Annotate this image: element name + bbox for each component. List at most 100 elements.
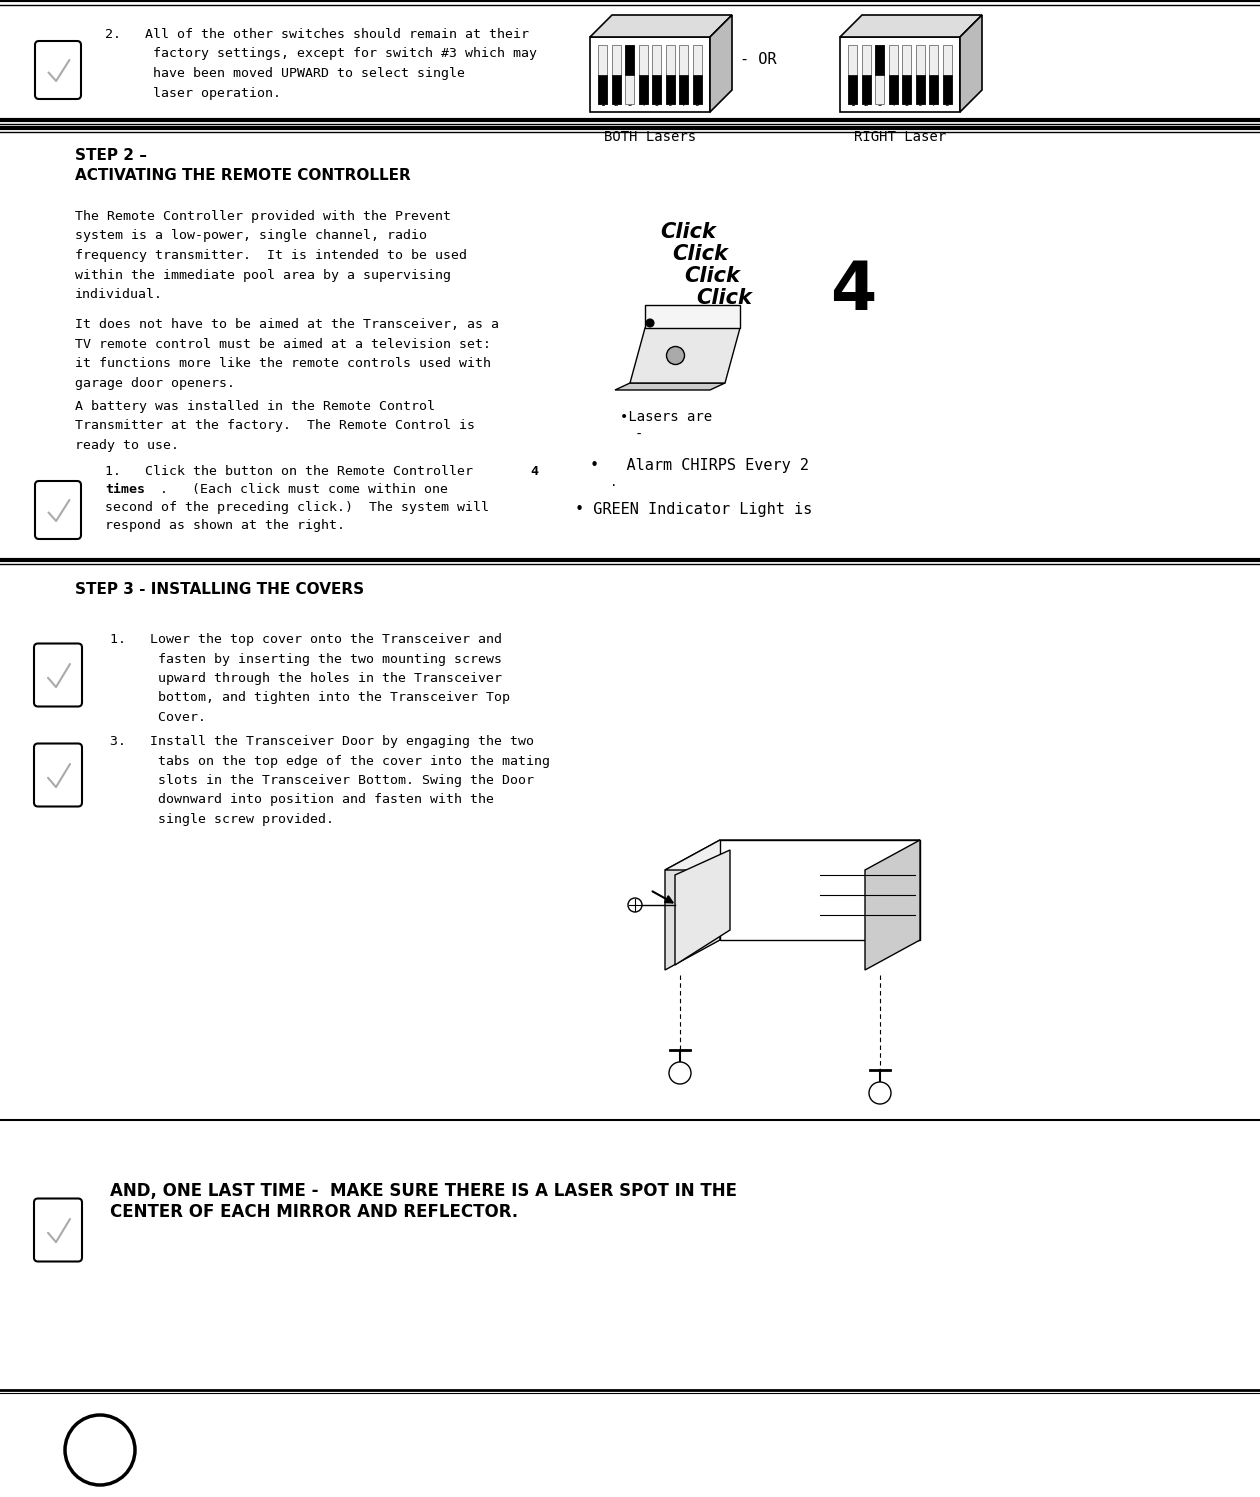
- FancyBboxPatch shape: [34, 1199, 82, 1262]
- Polygon shape: [942, 45, 951, 103]
- Circle shape: [667, 346, 684, 364]
- Polygon shape: [675, 850, 730, 966]
- Polygon shape: [840, 37, 960, 112]
- FancyBboxPatch shape: [35, 481, 81, 539]
- Text: CENTER OF EACH MIRROR AND REFLECTOR.: CENTER OF EACH MIRROR AND REFLECTOR.: [110, 1204, 518, 1222]
- Text: 1: 1: [600, 99, 605, 108]
- Text: A battery was installed in the Remote Control
Transmitter at the factory.  The R: A battery was installed in the Remote Co…: [76, 400, 475, 452]
- Polygon shape: [848, 45, 857, 103]
- Text: 5: 5: [654, 99, 659, 108]
- Text: •Lasers are: •Lasers are: [620, 410, 712, 424]
- Text: 2.   All of the other switches should remain at their
      factory settings, ex: 2. All of the other switches should rema…: [105, 28, 537, 99]
- Polygon shape: [960, 15, 982, 112]
- Polygon shape: [679, 75, 688, 103]
- Polygon shape: [902, 45, 911, 103]
- Text: 3: 3: [627, 99, 633, 108]
- Polygon shape: [598, 75, 607, 103]
- Text: Click: Click: [696, 287, 752, 308]
- Text: BOTH Lasers: BOTH Lasers: [604, 130, 696, 144]
- Circle shape: [669, 1061, 690, 1084]
- Text: Click: Click: [684, 266, 740, 286]
- Text: •   Alarm CHIRPS Every 2: • Alarm CHIRPS Every 2: [590, 458, 809, 473]
- Text: 1.   Click the button on the Remote Controller: 1. Click the button on the Remote Contro…: [105, 466, 481, 478]
- Polygon shape: [653, 75, 662, 103]
- Text: ACTIVATING THE REMOTE CONTROLLER: ACTIVATING THE REMOTE CONTROLLER: [76, 168, 411, 183]
- Polygon shape: [639, 45, 648, 103]
- Polygon shape: [709, 15, 732, 112]
- Polygon shape: [665, 840, 920, 870]
- Polygon shape: [625, 45, 634, 75]
- Polygon shape: [888, 75, 897, 103]
- FancyBboxPatch shape: [35, 40, 81, 99]
- Polygon shape: [848, 75, 857, 103]
- Text: STEP 2 –: STEP 2 –: [76, 148, 147, 163]
- Polygon shape: [615, 383, 724, 391]
- Polygon shape: [916, 45, 925, 103]
- Text: RIGHT Laser: RIGHT Laser: [854, 130, 946, 144]
- Polygon shape: [876, 45, 885, 103]
- Circle shape: [646, 319, 654, 326]
- Polygon shape: [840, 15, 982, 37]
- Text: Click: Click: [660, 222, 716, 243]
- Text: 5: 5: [905, 99, 908, 108]
- Polygon shape: [888, 45, 897, 103]
- Text: .   (Each click must come within one: . (Each click must come within one: [160, 484, 449, 496]
- Text: -: -: [635, 428, 644, 442]
- Text: 7: 7: [931, 99, 936, 108]
- Polygon shape: [625, 45, 634, 103]
- Text: 22: 22: [87, 1440, 113, 1460]
- Polygon shape: [665, 45, 674, 103]
- Text: times: times: [105, 484, 145, 496]
- Text: 8: 8: [945, 99, 950, 108]
- Text: 1.   Lower the top cover onto the Transceiver and
      fasten by inserting the : 1. Lower the top cover onto the Transcei…: [110, 633, 510, 725]
- Polygon shape: [665, 75, 674, 103]
- Polygon shape: [693, 45, 702, 103]
- Text: second of the preceding click.)  The system will: second of the preceding click.) The syst…: [105, 501, 489, 513]
- FancyBboxPatch shape: [34, 644, 82, 707]
- FancyBboxPatch shape: [34, 744, 82, 807]
- Text: respond as shown at the right.: respond as shown at the right.: [105, 519, 345, 531]
- Text: Click: Click: [672, 244, 728, 263]
- Text: 3.   Install the Transceiver Door by engaging the two
      tabs on the top edge: 3. Install the Transceiver Door by engag…: [110, 735, 551, 826]
- Text: 6: 6: [917, 99, 922, 108]
- Polygon shape: [862, 45, 871, 103]
- Polygon shape: [942, 75, 951, 103]
- Polygon shape: [902, 75, 911, 103]
- Polygon shape: [612, 75, 621, 103]
- Polygon shape: [612, 45, 621, 103]
- Text: AND, ONE LAST TIME -  MAKE SURE THERE IS A LASER SPOT IN THE: AND, ONE LAST TIME - MAKE SURE THERE IS …: [110, 1183, 737, 1201]
- Polygon shape: [598, 45, 607, 103]
- Text: STEP 3 - INSTALLING THE COVERS: STEP 3 - INSTALLING THE COVERS: [76, 582, 364, 597]
- Text: 3: 3: [877, 99, 882, 108]
- Polygon shape: [590, 15, 732, 37]
- Text: 1: 1: [850, 99, 856, 108]
- Text: .: .: [610, 476, 617, 490]
- Text: 4: 4: [530, 466, 538, 478]
- Polygon shape: [665, 840, 719, 970]
- Text: • GREEN Indicator Light is: • GREEN Indicator Light is: [575, 501, 813, 516]
- Polygon shape: [862, 75, 871, 103]
- Polygon shape: [653, 45, 662, 103]
- Polygon shape: [645, 305, 740, 328]
- Text: - OR: - OR: [740, 52, 776, 67]
- Circle shape: [627, 898, 643, 912]
- Polygon shape: [719, 840, 920, 940]
- Text: It does not have to be aimed at the Transceiver, as a
TV remote control must be : It does not have to be aimed at the Tran…: [76, 317, 499, 389]
- Text: 4: 4: [891, 99, 896, 108]
- Polygon shape: [679, 45, 688, 103]
- Polygon shape: [916, 75, 925, 103]
- Polygon shape: [639, 75, 648, 103]
- Text: The Remote Controller provided with the Prevent
system is a low-power, single ch: The Remote Controller provided with the …: [76, 210, 467, 301]
- Circle shape: [869, 1082, 891, 1103]
- Text: 2: 2: [614, 99, 619, 108]
- Text: 8: 8: [694, 99, 699, 108]
- Polygon shape: [693, 75, 702, 103]
- Text: 2: 2: [864, 99, 868, 108]
- Polygon shape: [876, 45, 885, 75]
- Text: 4: 4: [830, 257, 876, 323]
- Polygon shape: [930, 45, 937, 103]
- Polygon shape: [930, 75, 937, 103]
- Text: 4: 4: [641, 99, 645, 108]
- Text: 6: 6: [668, 99, 673, 108]
- Polygon shape: [630, 328, 740, 383]
